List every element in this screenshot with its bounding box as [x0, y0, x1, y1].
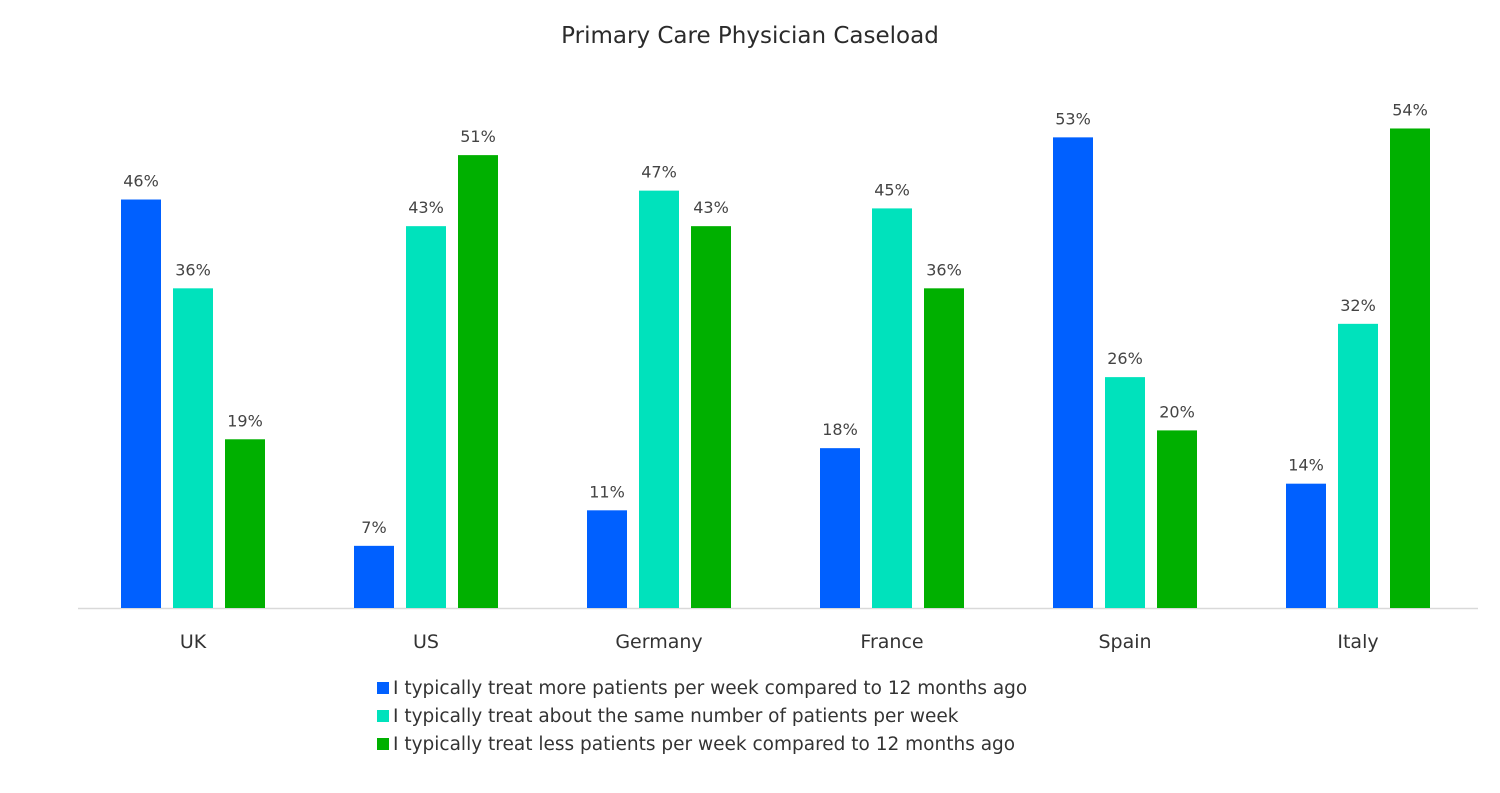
category-label: UK [180, 631, 207, 653]
bar-spain-series-3 [1157, 430, 1197, 608]
data-label: 19% [227, 411, 263, 430]
data-label: 32% [1340, 296, 1376, 315]
category-label: Spain [1098, 631, 1151, 653]
data-label: 43% [693, 198, 729, 217]
bar-france-series-2 [872, 208, 912, 608]
legend-swatch [377, 710, 389, 722]
data-label: 47% [641, 163, 677, 182]
data-label: 26% [1107, 349, 1143, 368]
data-label: 14% [1288, 456, 1324, 475]
category-label: France [860, 631, 923, 653]
bar-italy-series-2 [1338, 323, 1378, 608]
category-label: Italy [1337, 631, 1378, 653]
bar-us-series-1 [354, 545, 394, 608]
bar-italy-series-1 [1286, 483, 1326, 608]
legend-label: I typically treat more patients per week… [393, 678, 1027, 699]
bar-spain-series-2 [1105, 377, 1145, 608]
chart-title: Primary Care Physician Caseload [561, 23, 939, 49]
bar-italy-series-3 [1390, 128, 1430, 609]
bar-france-series-3 [924, 288, 964, 608]
category-label: US [413, 631, 439, 653]
data-label: 7% [361, 518, 386, 537]
legend-label: I typically treat less patients per week… [393, 734, 1015, 755]
data-label: 20% [1159, 402, 1195, 421]
data-label: 45% [874, 180, 910, 199]
data-label: 36% [926, 260, 962, 279]
legend-swatch [377, 682, 389, 694]
data-label: 43% [408, 198, 444, 217]
data-label: 54% [1392, 100, 1428, 119]
category-label: Germany [615, 631, 702, 653]
data-label: 51% [460, 127, 496, 146]
bar-france-series-1 [820, 448, 860, 608]
data-label: 53% [1055, 109, 1091, 128]
legend-label: I typically treat about the same number … [393, 706, 959, 727]
bar-germany-series-2 [639, 190, 679, 608]
data-label: 11% [589, 482, 625, 501]
bar-uk-series-2 [173, 288, 213, 608]
data-label: 18% [822, 420, 858, 439]
bar-uk-series-1 [121, 199, 161, 608]
bar-uk-series-3 [225, 439, 265, 608]
bar-us-series-3 [458, 155, 498, 608]
data-label: 46% [123, 172, 159, 191]
bar-spain-series-1 [1053, 137, 1093, 609]
bar-germany-series-1 [587, 510, 627, 608]
data-label: 36% [175, 260, 211, 279]
bar-us-series-2 [406, 226, 446, 608]
legend-swatch [377, 738, 389, 750]
bar-germany-series-3 [691, 226, 731, 608]
